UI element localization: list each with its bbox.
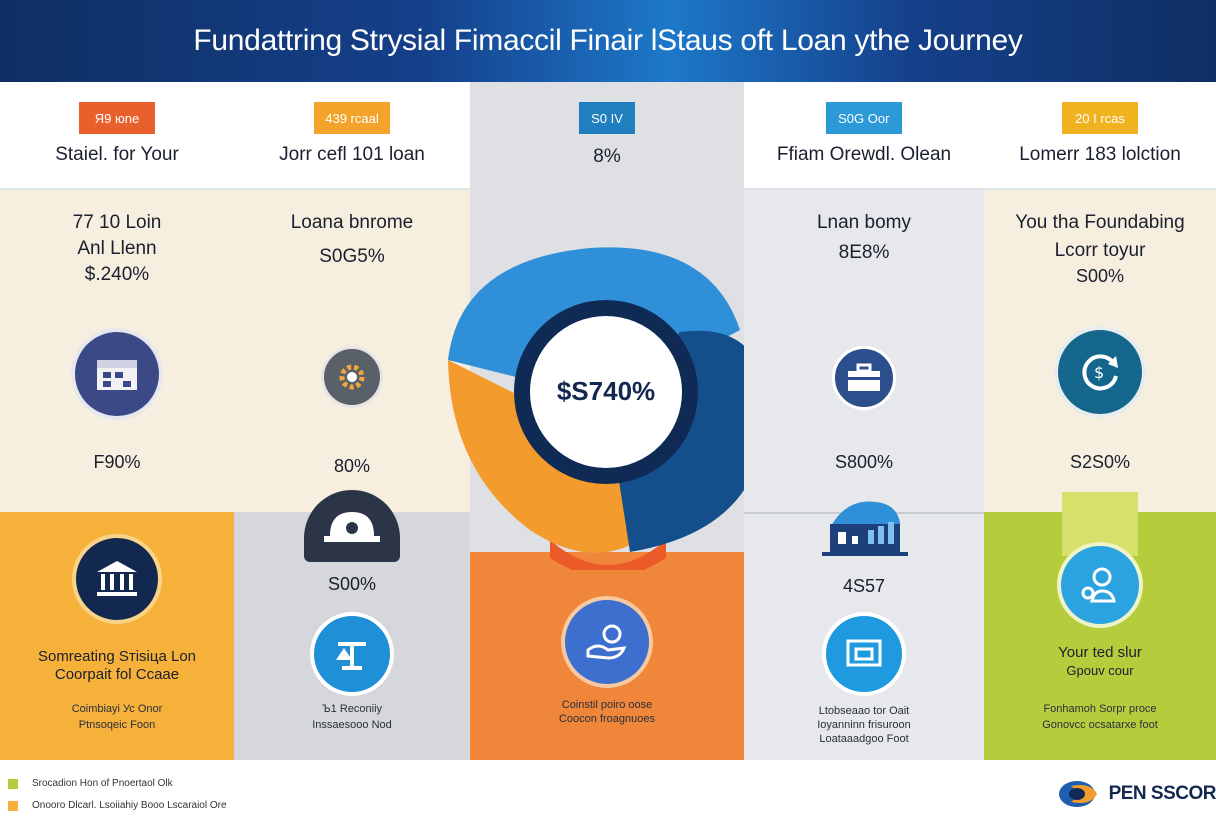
column-5-header: 20 I rcas Lomerr 183 lolction <box>984 82 1216 190</box>
column-5-line-3: S00% <box>1075 266 1125 286</box>
refresh-coin-icon: $ <box>1054 326 1146 418</box>
column-1-line-2: Anl Llenn <box>77 238 157 259</box>
column-2-middle: Loana bnrome S0G5% 80% <box>234 190 470 512</box>
column-4-note-1: Ltobseaao tor Oait <box>818 705 910 717</box>
column-1-header: Я9 юnе Staiel. for Your <box>0 82 234 190</box>
column-1-heading-1: Somreating Sтisiцa Lon <box>37 648 197 665</box>
column-5-line-2: Lcorr toyur <box>1054 240 1146 261</box>
column-4: S0G Ooг Ffiam Orewdl. Olean Lnan bomy 8E… <box>744 82 984 828</box>
column-4-note-2: Ioyanninn frisuroon <box>817 719 911 731</box>
gear-icon <box>321 346 383 408</box>
footer: Srocadion Hon of Pnoertaol Olk Onooro Dl… <box>0 760 1216 832</box>
brand-name: PEN SSCOR <box>1108 783 1216 804</box>
column-1-note-1: Coimbiayi Ус Onor <box>71 703 163 715</box>
column-4-middle: Lnan bomy 8E8% S800% <box>744 190 984 512</box>
header-banner: Fundattring Strysial Fimaccil Finair lSt… <box>0 0 1216 82</box>
legend-swatch-green <box>8 778 18 789</box>
card-icon <box>822 612 906 696</box>
column-1-line-3: $.240% <box>84 264 150 285</box>
briefcase-icon <box>832 346 896 410</box>
donut-hole <box>530 316 682 468</box>
column-4-title: Ffiam Orewdl. Olean <box>776 144 952 165</box>
column-5-heading-1: Your ted slur <box>1058 644 1142 661</box>
column-3-note-1: Coinstil poiro oose <box>561 699 653 711</box>
column-3-note-2: Coocon froagnuoes <box>558 713 655 725</box>
hand-coin-icon <box>561 596 653 688</box>
column-5-line-1: You tha Foundabing <box>1015 212 1185 233</box>
column-5-badge: 20 I rcas <box>1062 102 1138 134</box>
column-2: 439 rcaal Jorr cefl 101 loan Loana bnrom… <box>234 82 470 828</box>
legend-text-1: Srocadion Hon of Pnoertaol Olk <box>32 778 173 789</box>
column-4-bottom-percent: 4S57 <box>842 576 886 596</box>
legend-swatch-orange <box>8 800 18 811</box>
column-4-note-3: Loataaadgoo Foot <box>819 733 909 745</box>
column-2-bottom-percent: S00% <box>327 574 377 594</box>
column-1-middle: 77 10 Loin Anl Llenn $.240% F90% <box>0 190 234 512</box>
column-2-percent: 80% <box>333 456 371 476</box>
column-5: 20 I rcas Lomerr 183 lolction You tha Fo… <box>984 82 1216 828</box>
column-4-header: S0G Ooг Ffiam Orewdl. Olean <box>744 82 984 190</box>
legend-item-1: Srocadion Hon of Pnoertaol Olk <box>8 778 173 789</box>
column-5-note-2: Gonovcc ocsatarxe foot <box>1042 719 1158 731</box>
column-2-line-2: S0G5% <box>319 246 385 267</box>
column-2-line-1: Loana bnrome <box>290 212 414 233</box>
column-4-percent: S800% <box>834 452 894 472</box>
column-5-middle: You tha Foundabing Lcorr toyur S00% $ S2… <box>984 190 1216 512</box>
column-5-heading-2: Gpouv cour <box>1066 663 1134 678</box>
column-2-note-2: Inssaesooo Nod <box>312 719 392 731</box>
column-5-note-1: Fonhamoh Sorpr proce <box>1043 703 1157 715</box>
column-2-note-1: Ъ1 Reconiiy <box>321 703 383 715</box>
column-5-title: Lomerr 183 lolction <box>1019 144 1181 165</box>
column-3-title: 8% <box>593 146 621 167</box>
column-4-line-2: 8E8% <box>838 242 890 263</box>
center-donut: $S740% <box>440 240 776 577</box>
column-4-badge: S0G Ooг <box>826 102 902 134</box>
city-chart-icon <box>816 492 912 562</box>
donut-drip <box>550 540 666 577</box>
calendar-icon <box>71 328 163 420</box>
column-2-header: 439 rcaal Jorr cefl 101 loan <box>234 82 470 190</box>
column-1: Я9 юnе Staiel. for Your 77 10 Loin Anl L… <box>0 82 234 828</box>
column-2-badge: 439 rcaal <box>314 102 390 134</box>
scale-icon <box>310 612 394 696</box>
column-1-percent: F90% <box>93 452 141 472</box>
legend-text-2: Onooro Dlcarl. Lsoiiahiy Booo Lscaraiol … <box>32 800 227 811</box>
column-1-badge: Я9 юnе <box>79 102 155 134</box>
legend-item-2: Onooro Dlcarl. Lsoiiahiy Booo Lscaraiol … <box>8 800 227 811</box>
column-1-note-2: Ptnsoqeic Foon <box>78 719 156 731</box>
brand-logo: PEN SSCOR <box>1057 778 1216 810</box>
column-1-heading-2: Coorpait fol Ccaae <box>54 666 180 683</box>
column-1-line-1: 77 10 Loin <box>72 212 162 233</box>
column-2-title: Jorr cefl 101 loan <box>279 144 425 165</box>
svg-text:$: $ <box>1094 363 1104 382</box>
column-3-badge: S0 IV <box>579 102 635 134</box>
column-1-title: Staiel. for Your <box>55 144 179 165</box>
column-5-percent: S2S0% <box>1069 452 1131 472</box>
hardhat-icon <box>304 490 400 562</box>
people-coin-icon <box>1057 542 1143 628</box>
bank-icon <box>72 534 162 624</box>
page-title: Fundattring Strysial Fimaccil Finair lSt… <box>193 24 1023 57</box>
column-4-line-1: Lnan bomy <box>816 212 911 233</box>
swirl-logo-icon <box>1058 781 1097 807</box>
center-value: $S740% <box>556 376 656 406</box>
